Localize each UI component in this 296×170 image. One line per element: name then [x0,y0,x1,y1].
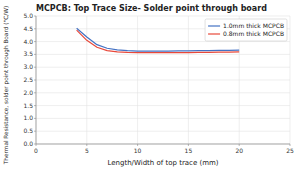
tick-label: 4.0 [23,38,33,45]
legend: 1.0mm thick MCPCB0.8mm thick MCPCB [208,22,284,37]
grid-line [36,131,290,132]
tick-label: 25 [286,147,294,154]
tick-label: 0.5 [23,127,33,134]
legend-label: 1.0mm thick MCPCB [223,22,284,29]
y-label: Thermal Resistance, solder point through… [3,6,10,165]
line [77,30,240,53]
grid [36,16,290,144]
tick-label: 5.0 [23,12,33,19]
x-label: Length/Width of top trace (mm) [107,159,218,167]
tick-label: 10 [134,147,142,154]
grid-line [36,92,290,93]
title: MCPCB: Top Trace Size- Solder point thro… [36,4,267,13]
tick-label: 1.0 [23,114,33,121]
chart: 0 5 10 15 20 25 0.0 0.5 1.0 1.5 2.0 2.5 3.0 3.5 4.0 4.5… [0,0,296,170]
tick-label: 15 [185,147,193,154]
legend-box [205,19,287,41]
tick-label: 2.0 [23,89,33,96]
legend-label: 0.8mm thick MCPCB [223,30,284,37]
grid-line [36,105,290,106]
grid-line [36,67,290,68]
grid-line [36,118,290,119]
legend-swatch [208,25,220,26]
y-axis [36,16,37,144]
tick-label: 3.0 [23,63,33,70]
grid-line [36,80,290,81]
tick-label: 1.5 [23,102,33,109]
tick-label: 0.0 [23,140,33,147]
grid-line [36,54,290,55]
tick-label: 20 [235,147,243,154]
tick-label: 4.5 [23,25,33,32]
grid-line [36,16,37,144]
x-axis [36,144,290,145]
grid-line [36,144,290,145]
tick-label: 2.5 [23,76,33,83]
legend-swatch [208,33,220,34]
tick-label: 0 [34,147,38,154]
tick-label: 3.5 [23,50,33,57]
tick-label: 5 [85,147,89,154]
grid-line [36,16,290,17]
